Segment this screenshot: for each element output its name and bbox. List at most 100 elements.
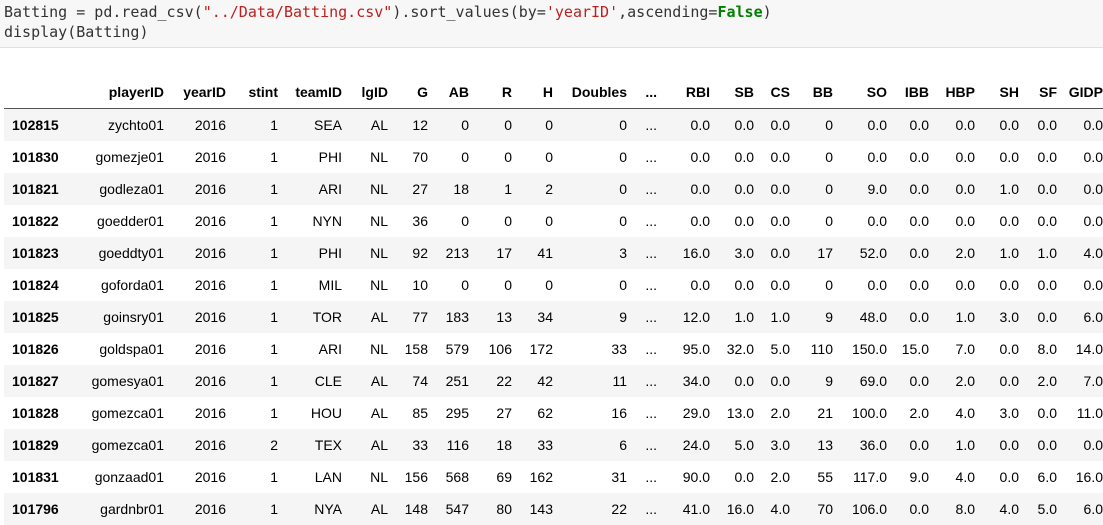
table-cell: ARI bbox=[278, 173, 342, 205]
table-cell: 36 bbox=[388, 205, 428, 237]
table-cell: 9 bbox=[790, 365, 833, 397]
table-cell: 0.0 bbox=[887, 365, 929, 397]
row-index: 101831 bbox=[4, 461, 84, 493]
table-cell: 31 bbox=[553, 461, 627, 493]
table-cell: ... bbox=[627, 237, 657, 269]
table-cell: 0 bbox=[790, 173, 833, 205]
table-cell: 2016 bbox=[164, 301, 226, 333]
table-cell: 0 bbox=[512, 109, 553, 142]
table-cell: 90.0 bbox=[657, 461, 710, 493]
table-cell: 0.0 bbox=[657, 141, 710, 173]
table-cell: 1.0 bbox=[975, 237, 1019, 269]
table-cell: 0.0 bbox=[887, 173, 929, 205]
table-cell: 17 bbox=[469, 237, 512, 269]
table-cell: 36.0 bbox=[833, 429, 887, 461]
table-cell: ... bbox=[627, 397, 657, 429]
table-cell: 0.0 bbox=[887, 109, 929, 142]
code-string: 'yearID' bbox=[546, 3, 618, 21]
column-header: SB bbox=[710, 76, 754, 109]
table-cell: 69.0 bbox=[833, 365, 887, 397]
table-cell: 42 bbox=[512, 365, 553, 397]
table-cell: 6.0 bbox=[1057, 301, 1103, 333]
table-cell: 0.0 bbox=[1057, 173, 1103, 205]
table-cell: 0 bbox=[553, 141, 627, 173]
table-cell: 4.0 bbox=[1057, 237, 1103, 269]
code-keyword: False bbox=[717, 3, 762, 21]
table-cell: goldspa01 bbox=[84, 333, 164, 365]
row-index: 101830 bbox=[4, 141, 84, 173]
table-cell: 27 bbox=[469, 397, 512, 429]
table-cell: 295 bbox=[428, 397, 469, 429]
table-cell: 13 bbox=[790, 429, 833, 461]
table-cell: 183 bbox=[428, 301, 469, 333]
table-cell: 0.0 bbox=[657, 109, 710, 142]
table-cell: 0.0 bbox=[887, 493, 929, 525]
table-cell: 70 bbox=[790, 493, 833, 525]
table-cell: 0.0 bbox=[710, 141, 754, 173]
column-header: playerID bbox=[84, 76, 164, 109]
table-cell: 150.0 bbox=[833, 333, 887, 365]
table-cell: 48.0 bbox=[833, 301, 887, 333]
table-cell: 69 bbox=[469, 461, 512, 493]
table-cell: 547 bbox=[428, 493, 469, 525]
table-cell: 0.0 bbox=[887, 429, 929, 461]
table-cell: 117.0 bbox=[833, 461, 887, 493]
table-cell: 1 bbox=[226, 141, 278, 173]
table-cell: 52.0 bbox=[833, 237, 887, 269]
code-cell[interactable]: Batting = pd.read_csv("../Data/Batting.c… bbox=[0, 0, 1103, 48]
table-cell: 568 bbox=[428, 461, 469, 493]
row-index: 102815 bbox=[4, 109, 84, 142]
table-cell: 3.0 bbox=[754, 429, 790, 461]
table-cell: 4.0 bbox=[754, 493, 790, 525]
table-cell: 0.0 bbox=[975, 365, 1019, 397]
column-header: GIDP bbox=[1057, 76, 1103, 109]
table-cell: 0.0 bbox=[1019, 173, 1057, 205]
row-index: 101823 bbox=[4, 237, 84, 269]
table-cell: 0.0 bbox=[710, 173, 754, 205]
table-cell: 0.0 bbox=[1019, 205, 1057, 237]
table-cell: 12.0 bbox=[657, 301, 710, 333]
table-cell: 2016 bbox=[164, 365, 226, 397]
table-cell: 17 bbox=[790, 237, 833, 269]
table-cell: 4.0 bbox=[975, 493, 1019, 525]
row-index: 101825 bbox=[4, 301, 84, 333]
table-cell: 1 bbox=[226, 333, 278, 365]
table-cell: 2016 bbox=[164, 397, 226, 429]
table-cell: 0.0 bbox=[975, 205, 1019, 237]
row-index: 101827 bbox=[4, 365, 84, 397]
table-cell: 74 bbox=[388, 365, 428, 397]
table-cell: gardnbr01 bbox=[84, 493, 164, 525]
table-cell: 143 bbox=[512, 493, 553, 525]
table-cell: 32.0 bbox=[710, 333, 754, 365]
table-cell: 1 bbox=[226, 109, 278, 142]
table-cell: 0.0 bbox=[710, 205, 754, 237]
table-cell: 0 bbox=[469, 141, 512, 173]
table-cell: 0.0 bbox=[975, 269, 1019, 301]
code-line-2: display(Batting) bbox=[4, 23, 149, 41]
table-cell: 0.0 bbox=[929, 173, 975, 205]
table-cell: 29.0 bbox=[657, 397, 710, 429]
table-cell: 110 bbox=[790, 333, 833, 365]
table-cell: 5.0 bbox=[1019, 493, 1057, 525]
table-cell: NL bbox=[342, 205, 388, 237]
table-cell: 2 bbox=[512, 173, 553, 205]
table-cell: 4.0 bbox=[929, 461, 975, 493]
table-cell: ... bbox=[627, 269, 657, 301]
table-cell: 4.0 bbox=[929, 397, 975, 429]
table-cell: 2016 bbox=[164, 493, 226, 525]
table-cell: 0 bbox=[553, 173, 627, 205]
table-cell: 0.0 bbox=[710, 365, 754, 397]
code-text: ,ascending= bbox=[618, 3, 717, 21]
table-cell: 0.0 bbox=[710, 269, 754, 301]
table-cell: NYA bbox=[278, 493, 342, 525]
table-cell: 3.0 bbox=[710, 237, 754, 269]
table-cell: CLE bbox=[278, 365, 342, 397]
table-cell: 0 bbox=[553, 205, 627, 237]
table-cell: NL bbox=[342, 333, 388, 365]
table-cell: 0.0 bbox=[887, 237, 929, 269]
table-cell: 13.0 bbox=[710, 397, 754, 429]
table-cell: 34.0 bbox=[657, 365, 710, 397]
